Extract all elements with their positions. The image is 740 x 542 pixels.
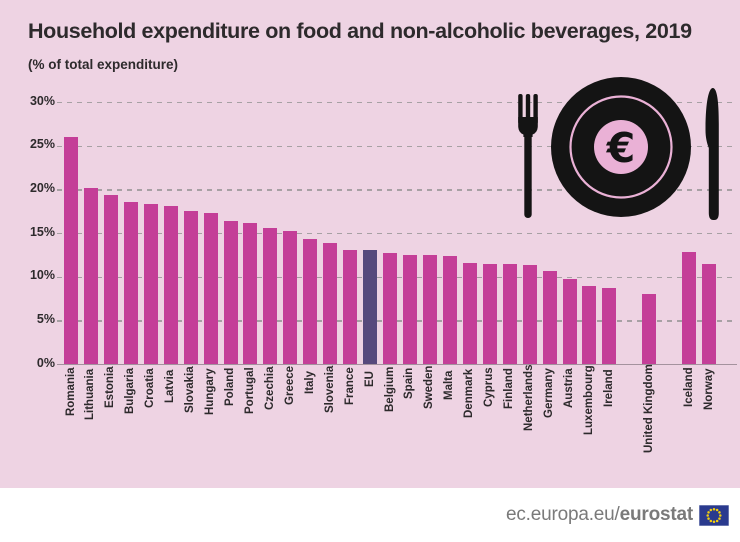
gridline-15	[57, 233, 737, 235]
x-label-slovenia: Slovenia	[323, 365, 336, 413]
fork-icon	[518, 94, 538, 218]
gridline-30	[57, 102, 737, 104]
x-label-denmark: Denmark	[463, 368, 476, 418]
x-label-austria: Austria	[563, 368, 575, 408]
chart-subtitle: (% of total expenditure)	[28, 57, 179, 72]
bar-croatia	[143, 204, 158, 364]
x-label-luxembourg: Luxembourg	[582, 365, 595, 435]
y-tick-label: 30%	[29, 93, 55, 108]
bar-austria	[562, 279, 577, 364]
eu-flag-icon	[699, 504, 729, 526]
y-tick-label: 5%	[36, 311, 55, 326]
x-label-france: France	[343, 367, 356, 405]
x-label-italy: Italy	[303, 370, 316, 394]
bar-spain	[402, 254, 417, 364]
bar-latvia	[163, 205, 178, 364]
y-tick-label: 0%	[36, 355, 55, 370]
x-label-eu: EU	[363, 371, 376, 387]
bar-estonia	[103, 194, 118, 364]
bar-sweden	[422, 254, 437, 364]
x-label-portugal: Portugal	[243, 367, 256, 414]
eu-flag-stars	[706, 507, 722, 523]
footer-url-eurostat: eurostat	[619, 504, 694, 525]
y-tick-label: 25%	[29, 137, 55, 152]
gridline-20	[57, 189, 737, 191]
footer-url-prefix: ec.europa.eu/	[506, 504, 620, 525]
x-label-germany: Germany	[543, 368, 556, 418]
bar-cyprus	[482, 264, 497, 364]
bar-luxembourg	[582, 286, 597, 364]
x-label-greece: Greece	[283, 365, 296, 405]
x-label-sweden: Sweden	[423, 365, 436, 409]
bar-italy	[303, 239, 318, 364]
x-label-malta: Malta	[443, 370, 456, 400]
footer-bar: ec.europa.eu/eurostat	[0, 488, 740, 542]
bar-lithuania	[83, 187, 98, 364]
bar-eu	[363, 250, 378, 364]
bar-portugal	[243, 223, 258, 364]
bar-czechia	[263, 227, 278, 364]
x-label-belgium: Belgium	[383, 366, 396, 412]
x-label-slovakia: Slovakia	[184, 366, 197, 413]
bar-united-kingdom	[642, 294, 657, 364]
footer-url: ec.europa.eu/eurostat	[506, 504, 693, 526]
x-label-bulgaria: Bulgaria	[124, 367, 137, 414]
x-label-czechia: Czechia	[263, 366, 276, 410]
euro-symbol: €	[606, 124, 636, 172]
x-label-poland: Poland	[224, 367, 237, 406]
x-label-norway: Norway	[702, 368, 715, 410]
gridline-25	[57, 145, 737, 148]
x-label-croatia: Croatia	[144, 368, 157, 408]
bar-bulgaria	[123, 202, 138, 364]
x-label-netherlands: Netherlands	[523, 364, 536, 431]
bar-romania	[64, 136, 78, 364]
y-tick-label: 10%	[29, 268, 55, 283]
x-label-united-kingdom: United Kingdom	[642, 364, 655, 453]
bar-poland	[223, 220, 238, 364]
x-label-latvia: Latvia	[164, 369, 177, 403]
chart-title: Household expenditure on food and non-al…	[28, 19, 692, 43]
bar-malta	[442, 255, 457, 364]
bar-slovenia	[323, 242, 338, 364]
bar-iceland	[682, 252, 697, 364]
bar-hungary	[203, 212, 218, 364]
bar-belgium	[383, 253, 398, 364]
bar-germany	[542, 270, 557, 364]
x-label-lithuania: Lithuania	[84, 368, 97, 420]
bar-greece	[283, 231, 298, 364]
bar-finland	[502, 264, 517, 364]
plate-with-euro-fork-knife-icon: €	[518, 77, 719, 220]
y-tick-label: 20%	[29, 180, 55, 195]
x-axis-line	[57, 363, 737, 365]
bar-ireland	[602, 288, 617, 364]
x-label-iceland: Iceland	[682, 367, 695, 407]
bar-france	[343, 249, 358, 364]
y-tick-label: 15%	[29, 224, 55, 239]
bar-netherlands	[522, 265, 537, 364]
bar-denmark	[462, 262, 477, 364]
bar-slovakia	[183, 211, 198, 364]
x-label-romania: Romania	[64, 367, 77, 416]
x-label-finland: Finland	[503, 368, 516, 409]
plate-icon: €	[551, 77, 691, 217]
bar-norway	[702, 263, 717, 364]
x-label-estonia: Estonia	[104, 366, 117, 408]
knife-icon	[705, 88, 719, 220]
x-label-cyprus: Cyprus	[483, 367, 496, 407]
x-label-spain: Spain	[403, 367, 416, 399]
x-label-hungary: Hungary	[204, 368, 217, 415]
x-label-ireland: Ireland	[602, 369, 615, 407]
